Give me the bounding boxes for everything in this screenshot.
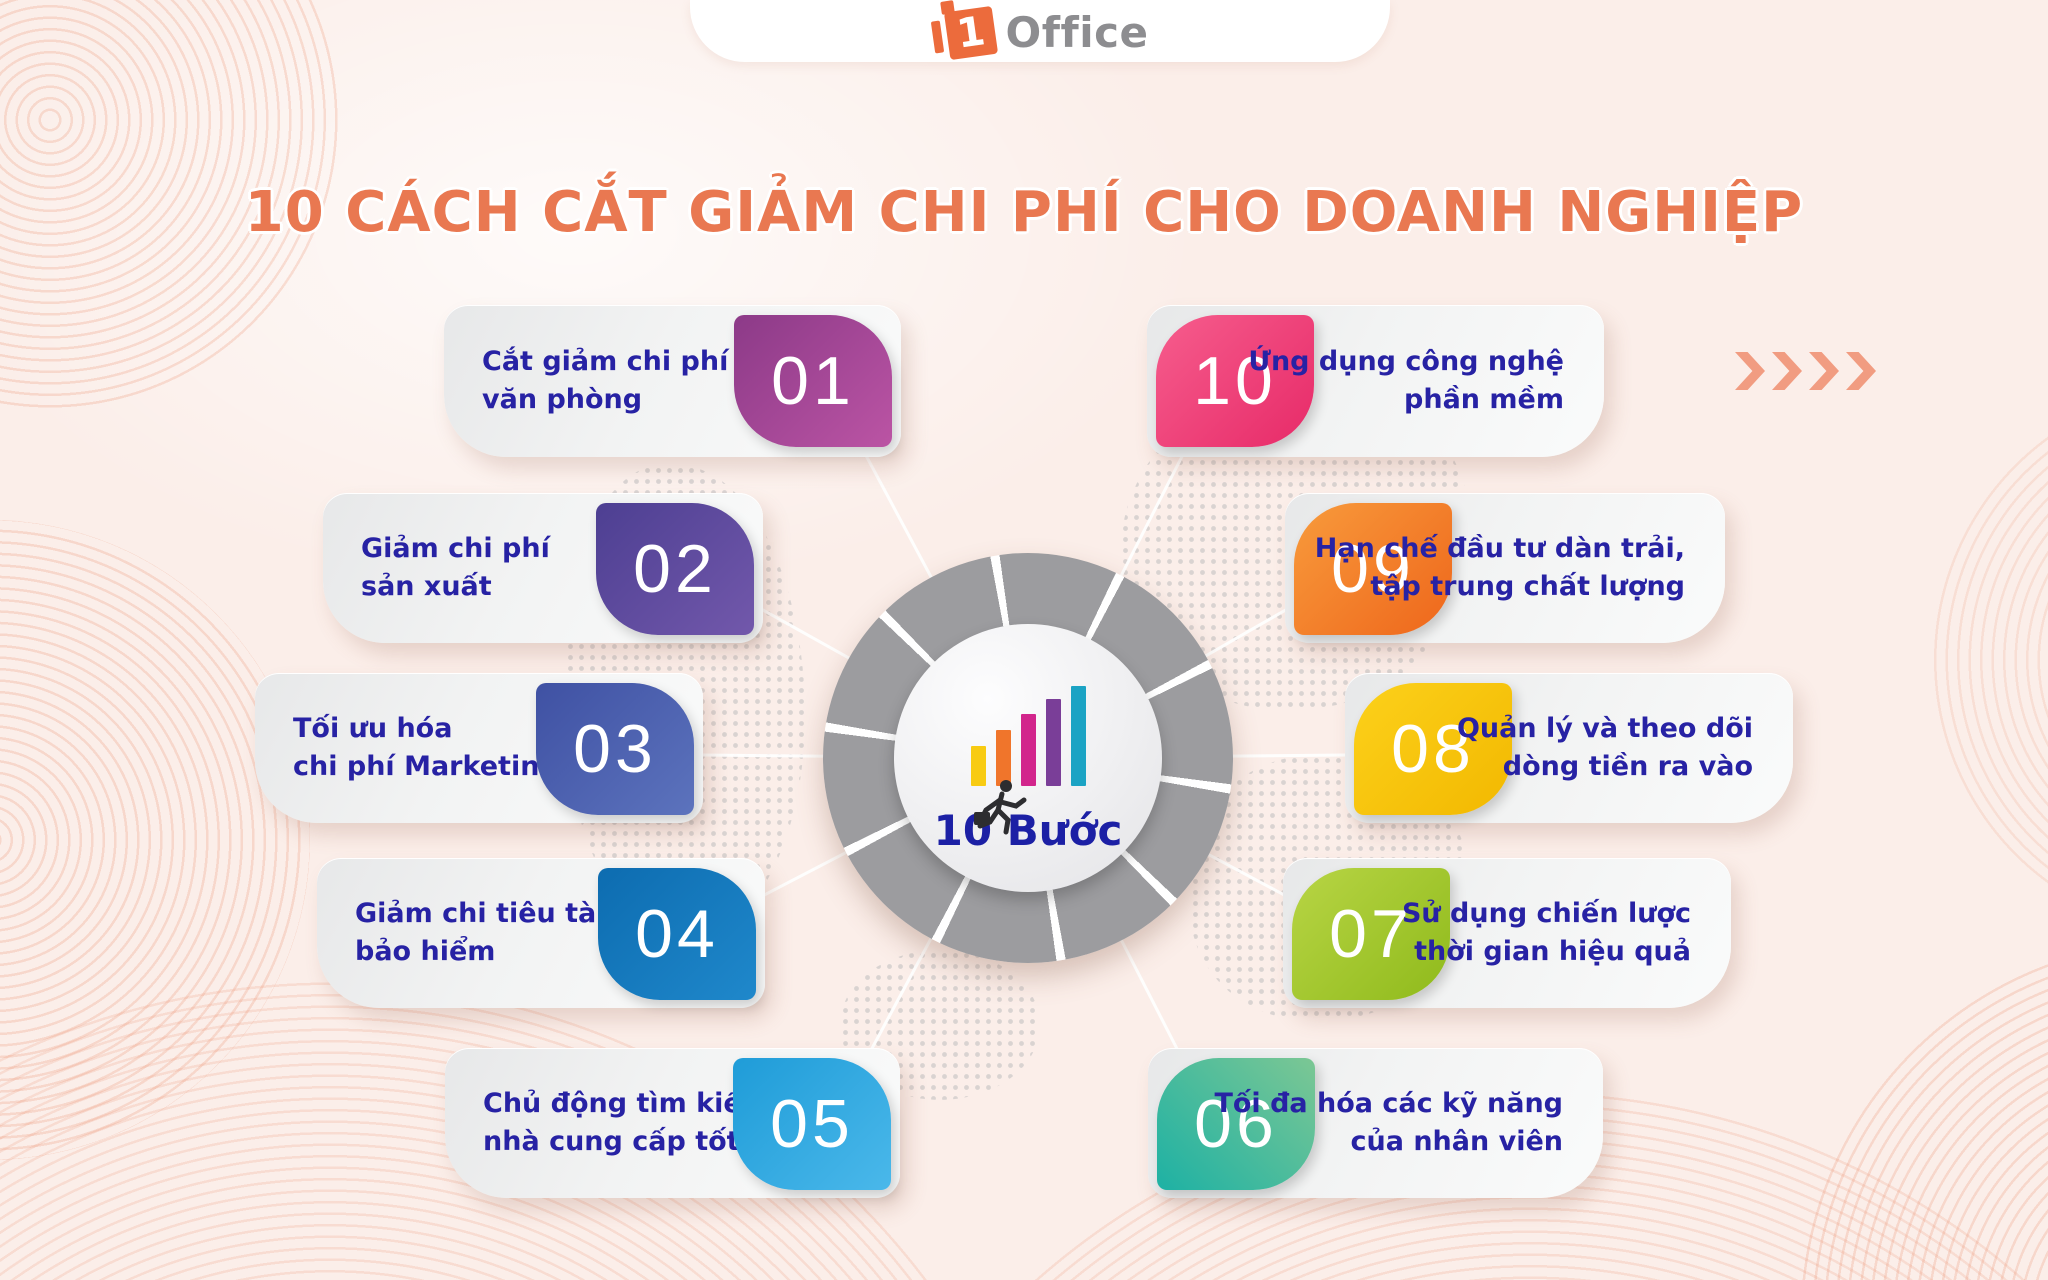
step-card-08: 08 Quản lý và theo dõi dòng tiền ra vào bbox=[1345, 673, 1793, 823]
step-number-badge: 07 bbox=[1292, 868, 1450, 1000]
step-card-07: 07 Sử dụng chiến lược thời gian hiệu quả bbox=[1283, 858, 1731, 1008]
step-label: Hạn chế đầu tư dàn trải, tập trung chất … bbox=[1314, 533, 1685, 602]
growth-bar-chart-icon bbox=[970, 686, 1086, 786]
step-label: Giảm chi phí sản xuất bbox=[361, 533, 550, 602]
step-card-10: 10 Ứng dụng công nghệ phần mềm bbox=[1147, 305, 1604, 457]
bar-orange bbox=[995, 730, 1011, 786]
bar-magenta bbox=[1020, 714, 1036, 786]
hub-label: 10 Bước bbox=[933, 806, 1123, 855]
step-number-badge: 04 bbox=[598, 868, 756, 1000]
step-number-badge: 02 bbox=[596, 503, 754, 635]
bar-teal bbox=[1070, 686, 1086, 786]
step-label: Cắt giảm chi phí văn phòng bbox=[482, 346, 729, 415]
chevron-right-icon bbox=[1809, 352, 1839, 390]
step-label: Tối đa hóa các kỹ năng của nhân viên bbox=[1214, 1088, 1563, 1157]
chevron-right-icon bbox=[1846, 352, 1876, 390]
step-label: Sử dụng chiến lược thời gian hiệu quả bbox=[1401, 898, 1691, 967]
bar-yellow bbox=[970, 746, 986, 786]
step-label: Giảm chi tiêu tài chính, bảo hiểm bbox=[355, 898, 708, 967]
center-hub-ring: 10 Bước bbox=[823, 553, 1233, 963]
step-number-badge: 05 bbox=[733, 1058, 891, 1190]
logo-wordmark: Office bbox=[1005, 7, 1149, 57]
bar-purple bbox=[1045, 699, 1061, 786]
step-number-badge: 09 bbox=[1294, 503, 1452, 635]
logo-number-tile: 1 bbox=[944, 5, 999, 61]
step-card-04: Giảm chi tiêu tài chính, bảo hiểm 04 bbox=[317, 858, 765, 1008]
step-number-badge: 01 bbox=[734, 315, 892, 447]
step-number-badge: 08 bbox=[1354, 683, 1512, 815]
step-number-badge: 10 bbox=[1156, 315, 1314, 447]
step-card-06: 06 Tối đa hóa các kỹ năng của nhân viên bbox=[1148, 1048, 1603, 1198]
step-number-badge: 03 bbox=[536, 683, 694, 815]
decor-chevrons bbox=[1735, 352, 1876, 390]
step-label: Tối ưu hóa chi phí Marketing bbox=[293, 713, 559, 782]
brand-header: 1 Office bbox=[690, 0, 1390, 62]
step-card-03: Tối ưu hóa chi phí Marketing 03 bbox=[255, 673, 703, 823]
step-card-02: Giảm chi phí sản xuất 02 bbox=[323, 493, 763, 643]
running-businessman-icon bbox=[974, 780, 1027, 835]
step-number-badge: 06 bbox=[1157, 1058, 1315, 1190]
logo-bar-small bbox=[931, 20, 945, 54]
chevron-right-icon bbox=[1772, 352, 1802, 390]
step-card-05: Chủ động tìm kiếm nhà cung cấp tốt nhất … bbox=[445, 1048, 900, 1198]
page-title: 10 CÁCH CẮT GIẢM CHI PHÍ CHO DOANH NGHIỆ… bbox=[244, 180, 1804, 245]
step-card-01: Cắt giảm chi phí văn phòng 01 bbox=[444, 305, 901, 457]
1office-logo-icon: 1 bbox=[931, 0, 999, 63]
step-label: Quản lý và theo dõi dòng tiền ra vào bbox=[1456, 713, 1753, 782]
center-hub: 10 Bước bbox=[894, 624, 1162, 892]
chevron-right-icon bbox=[1735, 352, 1765, 390]
step-card-09: 09 Hạn chế đầu tư dàn trải, tập trung ch… bbox=[1285, 493, 1725, 643]
logo-1office: 1 Office bbox=[931, 0, 1149, 63]
step-label: Ứng dụng công nghệ phần mềm bbox=[1248, 346, 1564, 415]
